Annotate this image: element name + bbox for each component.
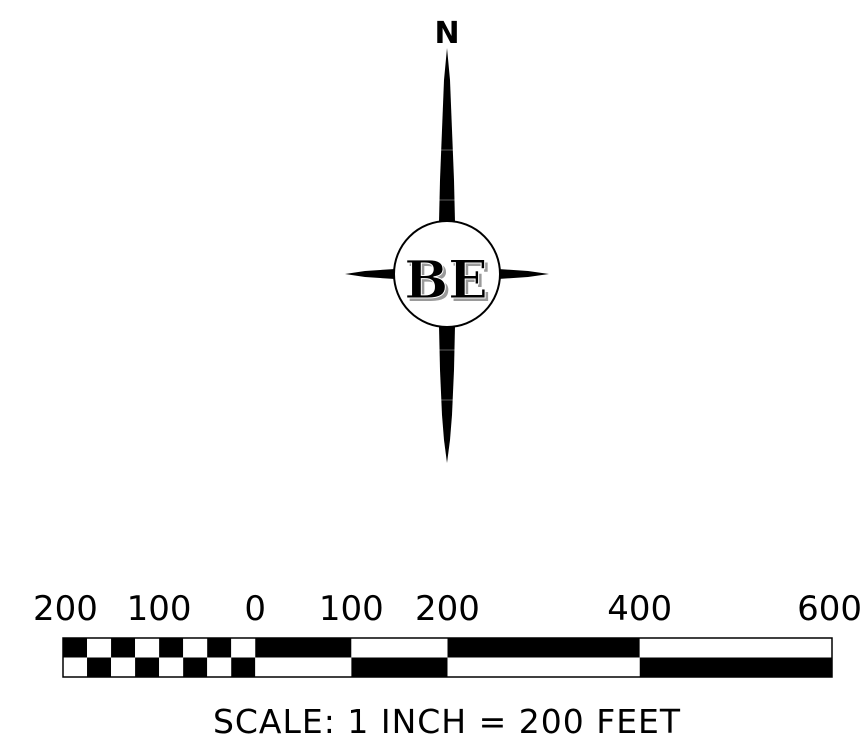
scale-segment [639, 657, 832, 677]
east-spike [498, 269, 549, 279]
scale-segment [159, 657, 184, 677]
scale-segment [255, 638, 352, 658]
south-spike [439, 326, 455, 463]
scale-segment [135, 638, 160, 658]
scale-segment [111, 657, 136, 677]
scale-segment [63, 657, 88, 677]
logo-shadow-text: BE [407, 253, 491, 314]
north-spike [439, 48, 455, 222]
compass-center-circle [393, 220, 501, 328]
scale-caption: SCALE: 1 INCH = 200 FEET [213, 702, 681, 741]
scale-segment [135, 657, 160, 677]
scale-segment [87, 638, 112, 658]
scale-tick-label: 100 [127, 589, 192, 629]
scale-segment [183, 638, 208, 658]
scale-segment [639, 638, 832, 658]
spike-hatching [439, 149, 455, 401]
scale-segment [207, 638, 232, 658]
scale-segment [351, 638, 448, 658]
scale-tick-label: 200 [415, 589, 480, 629]
scale-segment [231, 638, 256, 658]
scale-segment [63, 638, 88, 658]
scale-bar: 200 100 0 100 200 400 600 SCALE: 1 INCH = 200 … [33, 589, 862, 741]
scale-segment [159, 638, 184, 658]
scale-segment [87, 657, 112, 677]
scale-tick-label: 100 [319, 589, 384, 629]
scale-segment [255, 657, 352, 677]
scale-segment [351, 657, 448, 677]
be-logo: BE BE [404, 250, 491, 315]
scale-segment [447, 638, 640, 658]
scale-segment [111, 638, 136, 658]
scale-tick-label: 0 [244, 589, 266, 629]
scale-segment [207, 657, 232, 677]
scale-segment [183, 657, 208, 677]
west-spike [345, 269, 395, 279]
scale-tick-label: 200 [33, 589, 98, 629]
north-label: N [434, 16, 459, 51]
scale-bar-segments [63, 638, 832, 677]
scale-segment [447, 657, 640, 677]
logo-text: BE [404, 250, 488, 311]
north-arrow: N BE BE [345, 16, 549, 463]
scale-bar-outline [62, 637, 833, 678]
scale-tick-labels: 200 100 0 100 200 400 600 [33, 589, 862, 629]
scale-tick-label: 600 [797, 589, 862, 629]
scale-tick-label: 400 [607, 589, 672, 629]
scale-segment [231, 657, 256, 677]
